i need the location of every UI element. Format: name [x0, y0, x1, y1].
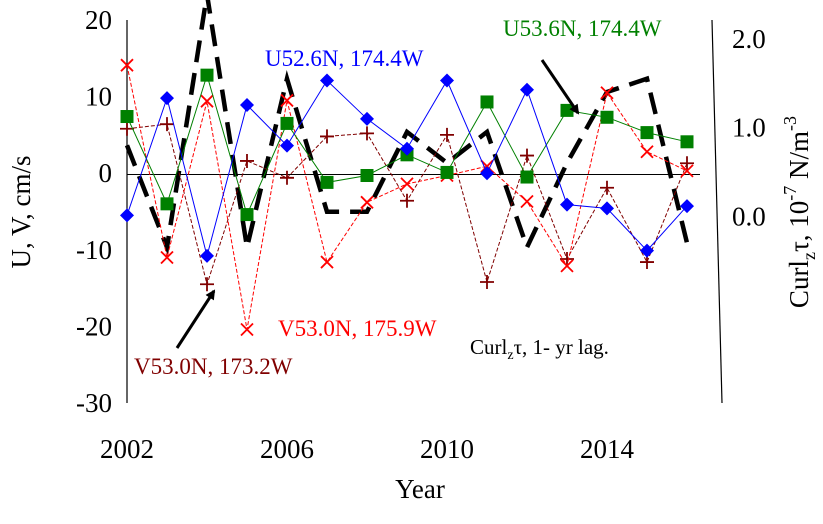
data-point: [200, 94, 214, 108]
data-point: [120, 121, 134, 136]
x-tick-label: 2006: [260, 434, 314, 464]
data-point: [240, 322, 254, 337]
right-axis: [711, 19, 723, 404]
y2-label-sup: -7: [780, 186, 800, 201]
data-point: [280, 170, 294, 185]
data-point: [400, 141, 414, 156]
data-point: [440, 127, 454, 142]
data-point: [320, 129, 334, 144]
data-point: [600, 110, 614, 124]
data-point: [480, 274, 494, 289]
data-point: [240, 98, 254, 113]
data-point: [120, 208, 134, 223]
x-axis-label: Year: [395, 474, 445, 504]
data-point: [600, 86, 614, 100]
data-point: [560, 259, 574, 273]
y-tick-label: 10: [85, 82, 112, 112]
data-point: [400, 193, 414, 208]
data-point: [320, 73, 334, 88]
data-point: [640, 126, 654, 140]
data-point: [280, 93, 294, 108]
data-point: [520, 82, 534, 97]
data-point: [360, 111, 374, 126]
data-point: [200, 277, 214, 292]
label-u53-6n: U53.6N, 174.4W: [503, 16, 662, 41]
series-3: [120, 117, 694, 292]
x-tick-label: 2010: [420, 434, 474, 464]
arrow-v53-0n-173-2w: [175, 289, 216, 349]
data-point: [320, 175, 334, 189]
data-point: [200, 248, 214, 263]
data-point: [160, 197, 174, 211]
y2-tick-label: 2.0: [732, 24, 766, 54]
data-point: [360, 126, 374, 141]
label-v53-0n-175-9w: V53.0N, 175.9W: [278, 316, 437, 341]
axes: [126, 19, 723, 404]
data-point: [640, 145, 654, 159]
series-line: [124, 0, 690, 256]
data-point: [240, 153, 254, 168]
data-point: [600, 180, 614, 195]
x-tick-label: 2002: [100, 434, 154, 464]
data-point: [320, 255, 334, 269]
y2-label-part: τ, 10: [784, 201, 814, 252]
series-4: [124, 0, 690, 256]
x-tick-label: 2014: [580, 434, 635, 464]
data-point: [520, 194, 534, 209]
y-tick-labels: 20 10 0 -10 -20 -30: [76, 5, 112, 418]
y-tick-label: -30: [76, 388, 112, 418]
data-point: [360, 195, 374, 209]
data-point: [280, 116, 294, 130]
data-point: [480, 95, 494, 109]
y-axis-label: U, V, cm/s: [6, 155, 36, 268]
data-point: [480, 166, 494, 181]
data-point: [160, 250, 174, 265]
data-point: [200, 68, 214, 82]
data-point: [600, 201, 614, 216]
data-point: [680, 135, 694, 149]
x-tick-labels: 2002 2006 2010 2014: [100, 434, 635, 464]
data-point: [440, 165, 454, 179]
y-tick-label: 0: [99, 158, 113, 188]
data-point: [560, 251, 574, 266]
arrow-u53-6n: [540, 59, 580, 115]
data-point: [680, 164, 694, 178]
y2-label-part: Curl: [784, 260, 814, 308]
data-point: [640, 243, 654, 258]
data-point: [160, 91, 174, 106]
data-point: [560, 197, 574, 212]
y2-label-sub: z: [799, 252, 819, 260]
data-point: [520, 148, 534, 163]
data-point: [360, 168, 374, 182]
data-point: [280, 138, 294, 153]
label-v53-0n-173-2w: V53.0N, 173.2W: [134, 354, 293, 379]
y-tick-label: 20: [85, 5, 112, 35]
y-tick-label: -20: [76, 311, 112, 341]
label-curl: Curlzτ, 1- yr lag.: [470, 335, 609, 363]
y2-tick-labels: 2.0 1.0 0.0: [732, 24, 766, 232]
data-point: [160, 117, 174, 132]
data-point: [240, 208, 254, 222]
series-line: [126, 79, 688, 258]
data-point: [440, 73, 454, 88]
y2-label-sup: -3: [780, 116, 800, 131]
y2-tick-label: 1.0: [732, 113, 766, 143]
series-0: [120, 73, 694, 263]
data-point: [680, 199, 694, 214]
y2-label-part: N/m: [784, 131, 814, 186]
data-point: [400, 177, 414, 191]
data-point: [120, 58, 134, 72]
series: [120, 0, 694, 337]
data-point: [120, 110, 134, 124]
y2-axis-label: Curlzτ, 10-7 N/m-3: [780, 116, 819, 308]
data-point: [680, 156, 694, 171]
label-u52-6n: U52.6N, 174.4W: [265, 46, 424, 71]
y-tick-label: -10: [76, 235, 112, 265]
data-point: [520, 170, 534, 184]
y2-tick-label: 0.0: [732, 201, 766, 231]
